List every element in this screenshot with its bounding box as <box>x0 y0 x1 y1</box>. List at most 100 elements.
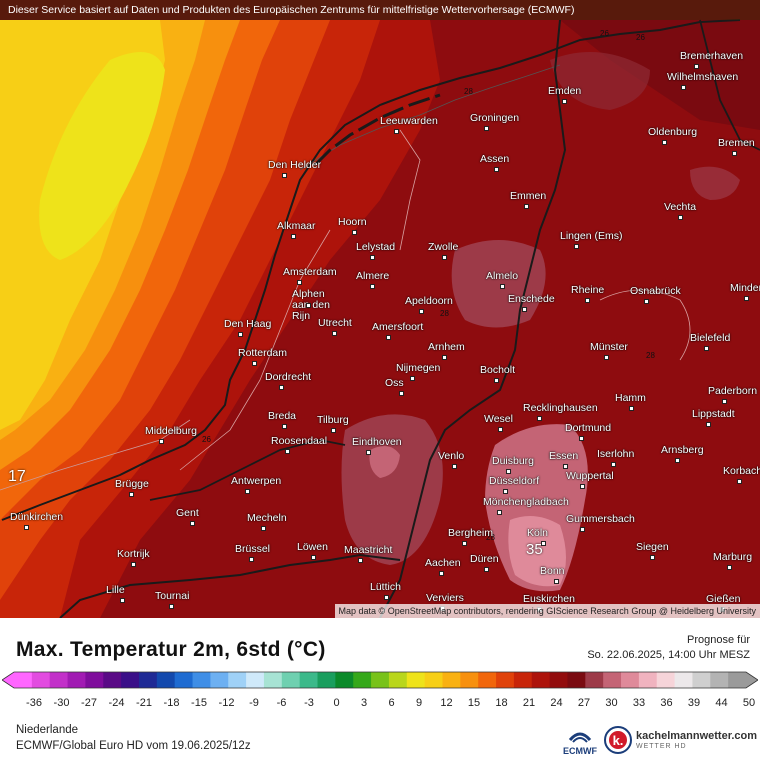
colorbar-segment <box>49 672 69 688</box>
city-label: Tournai <box>155 590 190 602</box>
city-marker <box>370 255 375 260</box>
colorbar-tick-label: 9 <box>415 697 423 709</box>
city-label: Bremen <box>718 137 755 149</box>
colorbar-segment <box>388 672 408 688</box>
city-marker <box>497 510 502 515</box>
colorbar-segment <box>424 672 444 688</box>
colorbar-segment <box>174 672 194 688</box>
colorbar-segment <box>710 672 729 688</box>
city-label: Marburg <box>713 551 753 563</box>
city-marker <box>494 167 499 172</box>
colorbar-segment <box>317 672 336 688</box>
city-label: Brüssel <box>235 543 271 555</box>
city-marker <box>537 416 542 421</box>
city-marker <box>585 298 590 303</box>
colorbar-segment <box>728 672 747 688</box>
city-label: Enschede <box>508 293 555 305</box>
city-marker <box>484 126 489 131</box>
city-marker <box>500 284 505 289</box>
colorbar-tick-label: -36 <box>26 697 42 709</box>
city-label: Alkmaar <box>277 220 316 232</box>
model-run-label: ECMWF/Global Euro HD vom 19.06.2025/12z <box>16 740 251 752</box>
city-marker <box>452 464 457 469</box>
colorbar-tick-label: 44 <box>715 697 728 709</box>
colorbar-tick-label: -27 <box>81 697 97 709</box>
colorbar-segment <box>263 672 283 688</box>
city-marker <box>291 234 296 239</box>
colorbar-segment <box>121 672 140 688</box>
colorbar-tick-label: 15 <box>467 697 481 709</box>
city-label: Euskirchen <box>523 593 575 605</box>
city-label: Essen <box>549 450 579 462</box>
city-marker <box>722 399 727 404</box>
city-label: Korbach <box>723 465 760 477</box>
colorbar-segment <box>353 672 372 688</box>
colorbar-segment <box>31 672 51 688</box>
colorbar-segment <box>85 672 104 688</box>
colorbar-segment <box>335 672 354 688</box>
temperature-map[interactable]: 26 26 28 28 28 28 26 Dieser Service basi… <box>0 0 760 618</box>
city-marker <box>386 335 391 340</box>
colorbar-tick-label: 6 <box>388 697 395 709</box>
colorbar-segment <box>210 672 229 688</box>
city-label: Nijmegen <box>396 362 441 374</box>
city-label: Gießen <box>706 593 741 605</box>
colorbar-segment <box>192 672 211 688</box>
city-marker <box>541 541 546 546</box>
city-marker <box>675 458 680 463</box>
svg-text:k.: k. <box>613 733 624 748</box>
city-marker <box>462 541 467 546</box>
temperature-colorbar <box>2 671 758 689</box>
city-label: Münster <box>590 341 628 353</box>
city-label: Lingen (Ems) <box>560 230 623 242</box>
colorbar-tick-label: -21 <box>136 697 152 709</box>
city-label: Apeldoorn <box>405 295 453 307</box>
city-marker <box>399 391 404 396</box>
city-label: Verviers <box>426 592 464 604</box>
city-marker <box>410 376 415 381</box>
city-marker <box>261 526 266 531</box>
colorbar-segment <box>67 672 87 688</box>
map-attribution[interactable]: Map data © OpenStreetMap contributors, r… <box>334 604 760 618</box>
kachelmannwetter-logo[interactable]: k. kachelmannwetter.com WETTER HD <box>604 726 758 756</box>
city-label: Hoorn <box>338 216 367 228</box>
city-label: Duisburg <box>492 455 535 467</box>
city-label: Köln <box>527 527 549 539</box>
city-label: Lille <box>106 584 125 596</box>
city-marker <box>494 378 499 383</box>
city-label: Aachen <box>425 557 461 569</box>
brand-name: kachelmannwetter.com <box>636 730 758 742</box>
max-temperature-label: 35 <box>526 541 543 558</box>
city-marker <box>611 462 616 467</box>
colorbar-segment <box>692 672 711 688</box>
colorbar-segment <box>138 672 158 688</box>
city-label: Wesel <box>484 413 513 425</box>
city-label: Emden <box>548 85 582 97</box>
city-marker <box>522 307 527 312</box>
city-marker <box>662 140 667 145</box>
city-label: Arnsberg <box>661 444 704 456</box>
city-marker <box>297 280 302 285</box>
city-marker <box>737 479 742 484</box>
colorbar-tick-label: -6 <box>276 697 287 709</box>
city-label: Oss <box>385 377 404 389</box>
city-label: Bonn <box>540 565 565 577</box>
city-marker <box>282 424 287 429</box>
city-marker <box>249 557 254 562</box>
svg-text:26: 26 <box>636 33 645 42</box>
colorbar-segment <box>103 672 122 688</box>
city-marker <box>524 204 529 209</box>
city-marker <box>678 215 683 220</box>
brand-subtitle: WETTER HD <box>636 743 687 750</box>
city-marker <box>245 489 250 494</box>
region-label: Niederlande <box>16 724 79 736</box>
city-label: Den Helder <box>268 159 322 171</box>
colorbar-tick-label: 33 <box>632 697 646 709</box>
city-label: Eindhoven <box>352 436 402 448</box>
ecmwf-logo-text: ECMWF <box>563 746 597 756</box>
colorbar-tick-label: 50 <box>742 697 756 709</box>
city-label: Lippstadt <box>692 408 735 420</box>
forecast-label: Prognose für <box>687 634 750 646</box>
city-marker <box>503 489 508 494</box>
city-label: Lüttich <box>370 581 401 593</box>
